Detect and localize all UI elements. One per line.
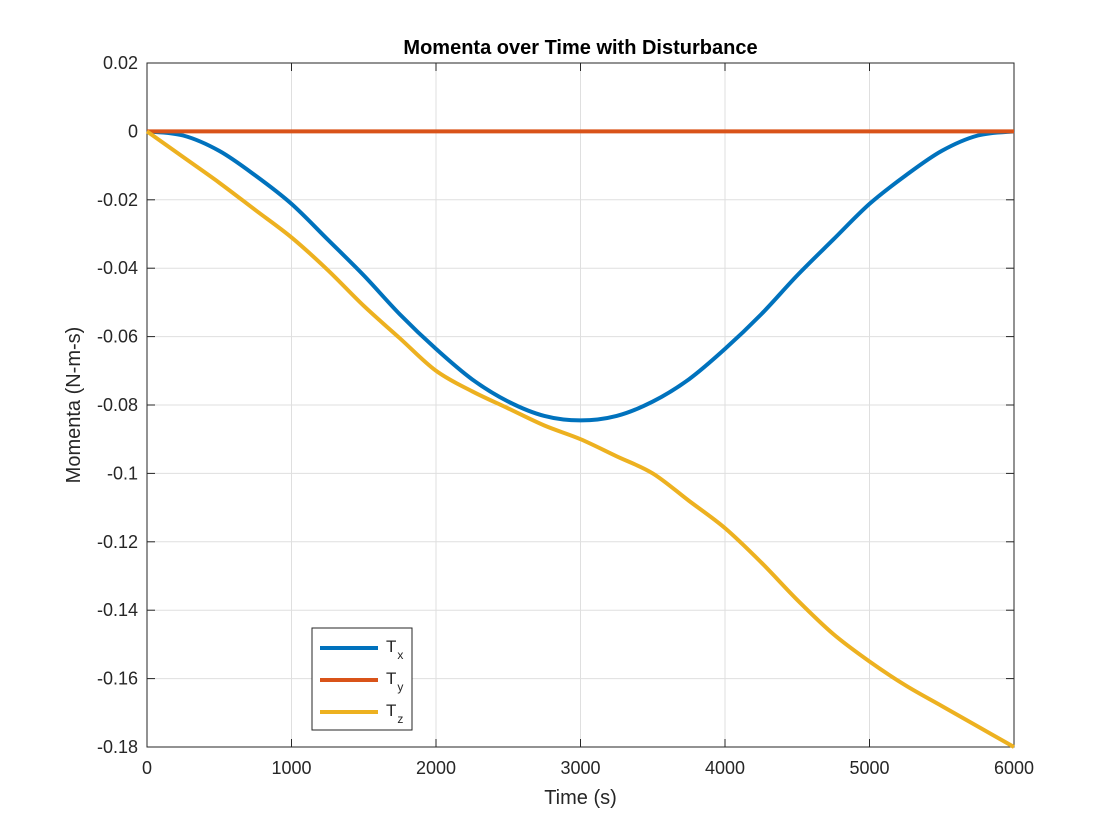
series-line-tx <box>146 129 1015 423</box>
legend-label-subscript: z <box>397 712 403 726</box>
y-axis-label: Momenta (N-m-s) <box>63 327 85 484</box>
legend-label: Tx <box>386 637 403 662</box>
y-tick-label: -0.08 <box>97 395 138 415</box>
y-tick-label: -0.18 <box>97 737 138 757</box>
chart-title: Momenta over Time with Disturbance <box>403 37 757 59</box>
legend-label-main: T <box>386 669 396 688</box>
x-tick-label: 1000 <box>271 758 311 778</box>
legend-item: Ty <box>320 669 403 694</box>
legend-label: Tz <box>386 701 403 726</box>
y-tick-label: -0.02 <box>97 190 138 210</box>
legend-label-main: T <box>386 637 396 656</box>
legend-item: Tx <box>320 637 403 662</box>
x-tick-label: 6000 <box>994 758 1034 778</box>
x-axis-label: Time (s) <box>544 787 617 809</box>
y-tick-label: -0.04 <box>97 258 138 278</box>
x-tick-label: 4000 <box>705 758 745 778</box>
legend-label-subscript: x <box>397 648 403 662</box>
legend-item: Tz <box>320 701 403 726</box>
y-tick-label: 0 <box>128 121 138 141</box>
y-tick-label: -0.14 <box>97 600 138 620</box>
y-tick-label: -0.12 <box>97 532 138 552</box>
y-tick-label: -0.06 <box>97 327 138 347</box>
legend-label-main: T <box>386 701 396 720</box>
x-tick-label: 0 <box>142 758 152 778</box>
y-tick-label: -0.1 <box>107 463 138 483</box>
legend-label: Ty <box>386 669 403 694</box>
series-layer <box>145 129 1015 749</box>
axis-ticks: 0 1000 2000 3000 4000 5000 6000 0.02 0 -0.02 -0.04… <box>97 53 1034 778</box>
x-tick-label: 2000 <box>416 758 456 778</box>
series-line-tz <box>145 129 1015 749</box>
legend-label-subscript: y <box>397 680 403 694</box>
y-tick-label: -0.16 <box>97 669 138 689</box>
x-tick-label: 3000 <box>560 758 600 778</box>
y-tick-label: 0.02 <box>103 53 138 73</box>
x-tick-label: 5000 <box>849 758 889 778</box>
